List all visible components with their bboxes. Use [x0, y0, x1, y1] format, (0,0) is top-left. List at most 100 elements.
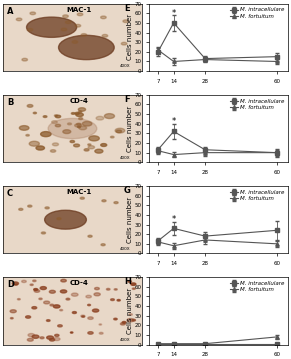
- Text: CD-4: CD-4: [70, 98, 89, 104]
- Circle shape: [27, 338, 33, 341]
- Circle shape: [40, 286, 46, 290]
- Circle shape: [61, 279, 66, 282]
- Circle shape: [132, 288, 135, 289]
- Circle shape: [57, 218, 61, 220]
- Circle shape: [111, 299, 114, 300]
- Text: CD-4: CD-4: [70, 280, 89, 286]
- Circle shape: [77, 123, 81, 125]
- Circle shape: [104, 114, 115, 118]
- Circle shape: [88, 317, 93, 320]
- Text: MAC-1: MAC-1: [67, 7, 92, 13]
- Circle shape: [123, 20, 129, 23]
- Circle shape: [54, 115, 58, 116]
- Text: MAC-1: MAC-1: [67, 189, 92, 195]
- Text: D: D: [7, 280, 14, 289]
- Circle shape: [120, 323, 125, 325]
- Circle shape: [95, 149, 103, 153]
- Circle shape: [76, 113, 83, 117]
- Circle shape: [99, 324, 102, 325]
- Circle shape: [22, 58, 28, 61]
- Circle shape: [71, 293, 78, 296]
- Circle shape: [88, 146, 95, 149]
- Circle shape: [53, 305, 60, 308]
- Circle shape: [107, 288, 110, 290]
- Ellipse shape: [48, 118, 97, 139]
- Text: H: H: [124, 277, 131, 286]
- Text: E: E: [124, 4, 129, 13]
- Ellipse shape: [26, 17, 77, 37]
- Circle shape: [81, 34, 87, 36]
- Circle shape: [66, 298, 70, 300]
- Circle shape: [50, 150, 56, 152]
- Ellipse shape: [58, 35, 114, 60]
- Circle shape: [102, 200, 106, 202]
- Circle shape: [99, 332, 103, 334]
- Circle shape: [94, 293, 100, 296]
- Circle shape: [115, 128, 125, 133]
- Circle shape: [101, 144, 107, 146]
- Circle shape: [89, 136, 99, 141]
- Ellipse shape: [45, 210, 86, 229]
- Circle shape: [114, 289, 117, 290]
- Circle shape: [17, 299, 20, 300]
- Circle shape: [72, 41, 78, 43]
- Circle shape: [33, 112, 36, 114]
- Circle shape: [19, 126, 29, 130]
- Circle shape: [88, 235, 92, 237]
- Legend: M. intracellulare, M. fortuitum: M. intracellulare, M. fortuitum: [229, 189, 285, 202]
- Circle shape: [16, 18, 22, 21]
- Circle shape: [101, 16, 106, 19]
- Circle shape: [128, 281, 132, 283]
- Circle shape: [10, 310, 16, 313]
- Circle shape: [61, 290, 67, 293]
- Circle shape: [93, 309, 99, 312]
- Circle shape: [28, 334, 35, 337]
- Circle shape: [74, 144, 79, 147]
- Circle shape: [58, 325, 62, 327]
- Circle shape: [70, 140, 74, 143]
- Circle shape: [32, 307, 37, 309]
- Circle shape: [10, 318, 13, 319]
- Legend: M. intracellulare, M. fortuitum: M. intracellulare, M. fortuitum: [229, 6, 285, 20]
- Circle shape: [44, 301, 50, 304]
- Text: G: G: [124, 186, 131, 195]
- Circle shape: [71, 113, 75, 114]
- Circle shape: [43, 116, 47, 117]
- Circle shape: [78, 108, 86, 111]
- Circle shape: [19, 208, 23, 210]
- Circle shape: [15, 284, 17, 285]
- Text: F: F: [124, 95, 129, 104]
- Circle shape: [29, 141, 39, 146]
- Text: A: A: [7, 7, 14, 16]
- Circle shape: [49, 290, 55, 293]
- Circle shape: [41, 132, 51, 137]
- Circle shape: [82, 316, 85, 317]
- Circle shape: [79, 126, 87, 130]
- Circle shape: [95, 288, 99, 290]
- Text: 400X: 400X: [120, 247, 131, 251]
- Circle shape: [117, 299, 120, 301]
- Circle shape: [80, 197, 84, 199]
- Circle shape: [55, 124, 61, 127]
- Text: C: C: [7, 189, 13, 198]
- Circle shape: [65, 21, 71, 24]
- Circle shape: [28, 205, 32, 207]
- Circle shape: [39, 298, 42, 300]
- Text: B: B: [7, 98, 13, 107]
- Circle shape: [52, 121, 57, 123]
- Circle shape: [116, 130, 122, 132]
- Y-axis label: Cells number: Cells number: [127, 288, 133, 334]
- Circle shape: [88, 304, 91, 306]
- Y-axis label: Cells number: Cells number: [127, 197, 133, 243]
- Circle shape: [54, 337, 60, 341]
- Circle shape: [36, 146, 45, 150]
- Circle shape: [121, 42, 127, 45]
- Circle shape: [72, 312, 77, 313]
- Circle shape: [49, 339, 55, 341]
- Circle shape: [26, 316, 31, 318]
- Circle shape: [131, 283, 136, 285]
- Circle shape: [45, 207, 49, 209]
- Circle shape: [47, 336, 54, 339]
- Circle shape: [86, 295, 91, 298]
- Circle shape: [30, 12, 36, 15]
